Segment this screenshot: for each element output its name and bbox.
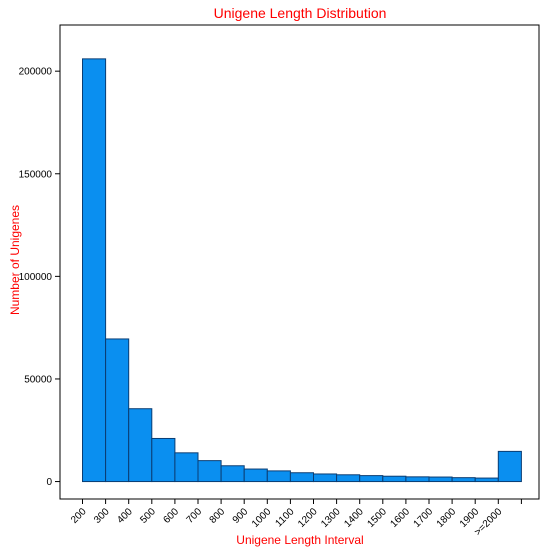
y-tick-label: 100000 bbox=[19, 272, 53, 283]
bar-400 bbox=[128, 408, 153, 483]
x-tick-label: 1000 bbox=[250, 506, 274, 530]
x-tick-label: 1200 bbox=[296, 506, 320, 530]
x-tick-label: 800 bbox=[208, 506, 228, 526]
x-tick-label: 1800 bbox=[435, 506, 459, 530]
y-tick-label: 0 bbox=[46, 477, 52, 488]
y-tick-label: 150000 bbox=[19, 169, 53, 180]
y-axis-title: Number of Unigenes bbox=[8, 205, 22, 315]
x-tick-label: 200 bbox=[69, 506, 89, 526]
x-axis-title: Unigene Length Interval bbox=[236, 533, 363, 547]
plot-frame bbox=[59, 24, 540, 500]
bar-700 bbox=[197, 460, 222, 483]
x-tick-label: 1100 bbox=[274, 506, 297, 529]
bars-layer bbox=[82, 58, 522, 483]
x-tick-label: 1500 bbox=[365, 506, 389, 530]
bar-1400 bbox=[359, 475, 384, 483]
x-tick-label: 900 bbox=[231, 506, 251, 526]
x-tick-label: 1600 bbox=[389, 506, 413, 530]
bar-200 bbox=[82, 58, 107, 483]
bar-1700 bbox=[428, 476, 453, 483]
bar-800 bbox=[220, 465, 245, 483]
x-tick-label: 500 bbox=[138, 506, 158, 526]
chart-title: Unigene Length Distribution bbox=[214, 5, 387, 21]
x-tick-label: 1700 bbox=[412, 506, 436, 530]
x-tick-label: 300 bbox=[92, 506, 112, 526]
x-tick-label: 600 bbox=[161, 506, 181, 526]
bar-1200 bbox=[313, 473, 338, 483]
bar-1000 bbox=[266, 470, 291, 483]
bar-900 bbox=[243, 468, 268, 483]
bar-500 bbox=[151, 437, 176, 483]
bar-300 bbox=[105, 338, 130, 483]
y-axis: 0 50000 100000 150000 200000 bbox=[19, 67, 60, 488]
bar-1100 bbox=[289, 472, 314, 483]
bar-1500 bbox=[382, 475, 407, 483]
x-tick-label: 700 bbox=[185, 506, 205, 526]
y-tick-label: 200000 bbox=[19, 67, 53, 78]
x-tick-label: 1400 bbox=[342, 506, 366, 530]
bar-1900 bbox=[474, 477, 499, 483]
bar-1300 bbox=[336, 474, 361, 483]
x-tick-label: 1300 bbox=[319, 506, 343, 530]
bar-1600 bbox=[405, 476, 430, 483]
bar->=2000 bbox=[497, 450, 522, 483]
bar-600 bbox=[174, 452, 199, 483]
y-tick-label: 50000 bbox=[24, 374, 52, 385]
bar-1800 bbox=[451, 477, 476, 483]
x-tick-label: 400 bbox=[115, 506, 135, 526]
